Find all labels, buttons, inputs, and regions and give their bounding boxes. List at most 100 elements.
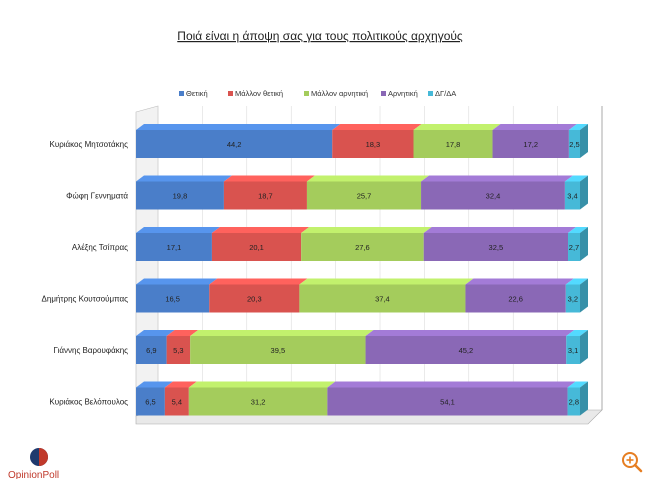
bar-segment: 54,1 [327, 381, 576, 416]
data-label: 20,3 [247, 295, 262, 304]
bar-segment: 20,1 [211, 227, 310, 261]
legend-item: ΔΓ/ΔΑ [428, 89, 456, 98]
bar [568, 233, 580, 261]
bar-segment: 37,4 [299, 278, 474, 313]
bar-top-face [136, 278, 218, 285]
bar-segment: 27,6 [301, 227, 432, 261]
bar [465, 284, 566, 313]
bar [223, 181, 307, 210]
bar-top-face [306, 175, 430, 182]
data-label: 20,1 [249, 243, 264, 252]
bar-segment: 2,5 [568, 124, 588, 158]
logo-text: OpinionPoll [8, 470, 59, 479]
bar [211, 233, 302, 261]
bar [166, 336, 191, 364]
bar [365, 336, 567, 364]
legend-label: Μάλλον θετική [235, 89, 283, 98]
bar-side-face [580, 330, 588, 364]
bar [423, 233, 569, 261]
legend-label: Θετική [186, 89, 208, 98]
chart-title: Ποιά είναι η άποψη σας για τους πολιτικο… [177, 29, 463, 43]
bar-row: 6,9 5,3 39,5 45,2 3,1 [136, 330, 588, 364]
data-label: 17,8 [446, 140, 461, 149]
legend-swatch [179, 91, 184, 96]
bar-row: 19,8 18,7 25,7 32,4 3,4 [136, 175, 588, 210]
bar [136, 336, 167, 364]
bar-top-face [166, 330, 199, 336]
bar-segment: 3,2 [565, 278, 588, 313]
bar [568, 130, 580, 158]
bar-segment: 3,4 [564, 175, 588, 210]
data-label: 45,2 [459, 346, 474, 355]
data-label: 32,4 [486, 192, 501, 201]
bar [299, 284, 466, 313]
data-label: 2,5 [569, 140, 579, 149]
bar-top-face [413, 124, 501, 130]
data-label: 2,7 [569, 243, 579, 252]
data-label: 27,6 [355, 243, 370, 252]
bar-top-face [465, 278, 574, 285]
legend-item: Αρνητική [381, 89, 418, 98]
bar-top-face [492, 124, 577, 130]
bar-row: 44,2 18,3 17,8 17,2 2,5 [136, 124, 588, 158]
bar-segment: 32,4 [421, 175, 573, 210]
bar-top-face [136, 227, 220, 233]
data-label: 44,2 [227, 140, 242, 149]
bar-top-face [211, 227, 310, 233]
bar-row: 16,5 20,3 37,4 22,6 3,2 [136, 278, 588, 313]
bar-segment: 17,2 [492, 124, 577, 158]
bar-top-face [188, 381, 336, 388]
bar-top-face [566, 330, 588, 336]
bar [136, 233, 212, 261]
bar-segment: 19,8 [136, 175, 232, 210]
bar-segment: 18,3 [332, 124, 422, 158]
data-label: 39,5 [271, 346, 286, 355]
data-label: 18,3 [366, 140, 381, 149]
bar [209, 284, 300, 313]
category-label: Δημήτρης Κουτσούμπας [42, 295, 129, 304]
legend-label: ΔΓ/ΔΑ [435, 89, 456, 98]
bar-segment: 17,1 [136, 227, 220, 261]
data-label: 32,5 [489, 243, 504, 252]
zoom-in-icon[interactable] [622, 452, 643, 473]
bar-top-face [365, 330, 575, 336]
data-label: 3,2 [568, 295, 578, 304]
category-labels: Κυριάκος Μητσοτάκης Φώφη Γεννηματά Αλέξης … [42, 140, 129, 407]
bar-top-face [423, 227, 577, 233]
bar-side-face [580, 227, 588, 261]
bar [567, 387, 580, 416]
bar-top-face [568, 227, 588, 233]
bar [332, 130, 414, 158]
category-label: Φώφη Γεννηματά [66, 192, 128, 201]
data-label: 18,7 [258, 192, 273, 201]
data-label: 54,1 [440, 398, 455, 407]
bar-segment: 5,4 [164, 381, 197, 416]
bar-segment: 44,2 [136, 124, 341, 158]
bar-top-face [164, 381, 197, 388]
category-label: Κυριάκος Μητσοτάκης [49, 140, 128, 149]
bar [301, 233, 424, 261]
bar [565, 284, 580, 313]
bar-top-face [301, 227, 432, 233]
bar-top-face [568, 124, 588, 130]
bar-top-face [327, 381, 576, 388]
bar-row: 6,5 5,4 31,2 54,1 2,8 [136, 381, 588, 416]
data-label: 6,5 [145, 398, 155, 407]
legend-swatch [304, 91, 309, 96]
bar-top-face [190, 330, 374, 336]
bar [421, 181, 565, 210]
bar [564, 181, 580, 210]
bar-top-face [564, 175, 588, 182]
data-label: 17,1 [167, 243, 182, 252]
bar [136, 387, 165, 416]
bar-segment: 16,5 [136, 278, 218, 313]
bar-top-face [136, 381, 173, 388]
category-label: Γιάννης Βαρουφάκης [54, 346, 129, 355]
bar [188, 387, 328, 416]
bar-segment: 22,6 [465, 278, 574, 313]
data-label: 31,2 [251, 398, 266, 407]
bar [327, 387, 568, 416]
bar-segment: 25,7 [306, 175, 430, 210]
legend-label: Μάλλον αρνητική [311, 89, 368, 98]
